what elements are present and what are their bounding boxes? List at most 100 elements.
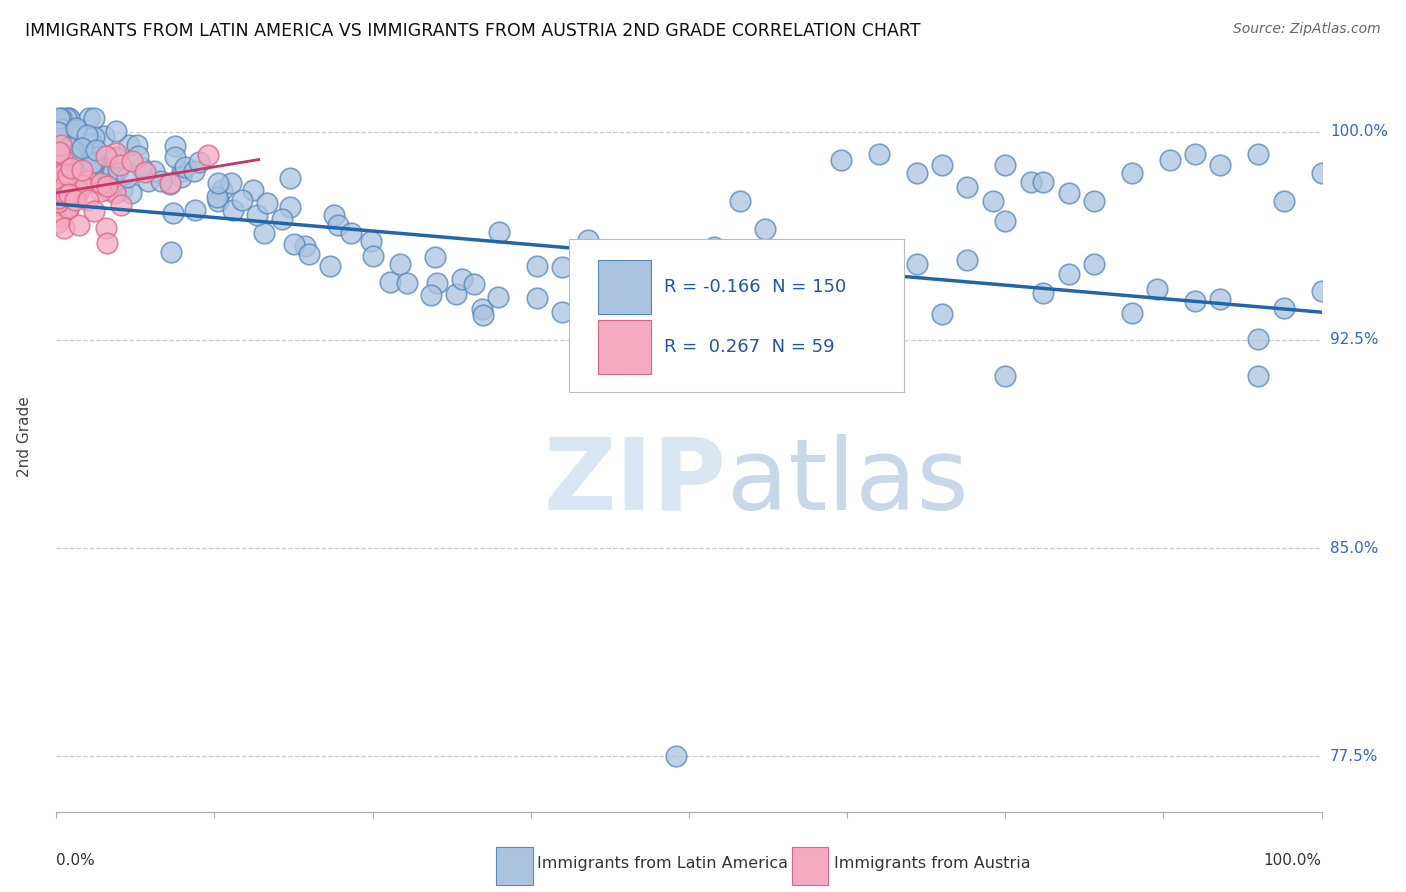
Point bbox=[174, 160, 197, 174]
Point bbox=[103, 175, 125, 189]
Point bbox=[79, 111, 101, 125]
Point bbox=[1272, 194, 1295, 209]
Point bbox=[165, 150, 187, 164]
Text: IMMIGRANTS FROM LATIN AMERICA VS IMMIGRANTS FROM AUSTRIA 2ND GRADE CORRELATION C: IMMIGRANTS FROM LATIN AMERICA VS IMMIGRA… bbox=[25, 22, 921, 40]
Point bbox=[471, 301, 494, 316]
Point bbox=[52, 172, 75, 186]
Point bbox=[804, 262, 827, 277]
Point bbox=[59, 149, 82, 163]
Point bbox=[97, 183, 120, 197]
Point bbox=[83, 111, 105, 125]
Point bbox=[1032, 175, 1054, 189]
Point bbox=[486, 290, 509, 304]
Point bbox=[205, 190, 228, 204]
Point bbox=[1310, 166, 1333, 180]
Point bbox=[905, 166, 928, 180]
Point bbox=[76, 128, 98, 142]
Point bbox=[56, 202, 79, 217]
Point bbox=[90, 184, 112, 198]
Point bbox=[121, 154, 143, 169]
Point bbox=[53, 178, 76, 192]
Point bbox=[49, 111, 72, 125]
Point bbox=[45, 172, 67, 186]
Point bbox=[108, 158, 131, 172]
Point bbox=[45, 198, 67, 212]
Point bbox=[207, 176, 229, 190]
Point bbox=[1146, 282, 1168, 296]
Point bbox=[138, 174, 160, 188]
Point bbox=[83, 130, 105, 145]
Point bbox=[49, 128, 72, 142]
Point bbox=[169, 169, 191, 184]
Point bbox=[728, 194, 751, 208]
Point bbox=[51, 151, 73, 165]
FancyBboxPatch shape bbox=[598, 260, 651, 314]
Point bbox=[931, 307, 953, 321]
Point bbox=[576, 233, 599, 247]
Point bbox=[589, 319, 612, 334]
Point bbox=[271, 212, 294, 227]
Text: ZIP: ZIP bbox=[543, 434, 727, 531]
Text: atlas: atlas bbox=[727, 434, 969, 531]
Point bbox=[56, 168, 79, 182]
Point bbox=[472, 308, 495, 322]
Point bbox=[105, 124, 128, 138]
Point bbox=[1032, 285, 1054, 300]
Point bbox=[104, 186, 127, 200]
Point bbox=[55, 170, 77, 185]
Point bbox=[58, 111, 80, 125]
Point bbox=[389, 257, 412, 271]
Point bbox=[48, 111, 70, 125]
Point bbox=[79, 175, 101, 189]
Point bbox=[48, 195, 70, 210]
Point bbox=[779, 267, 801, 281]
Point bbox=[703, 333, 725, 347]
Text: 0.0%: 0.0% bbox=[56, 853, 96, 868]
Point bbox=[1019, 175, 1042, 189]
Point bbox=[65, 121, 87, 136]
Point bbox=[107, 161, 129, 176]
Point bbox=[252, 226, 274, 240]
Point bbox=[46, 195, 69, 210]
FancyBboxPatch shape bbox=[598, 320, 651, 374]
Point bbox=[1083, 257, 1105, 271]
Point bbox=[105, 150, 128, 164]
Point bbox=[426, 276, 449, 290]
Point bbox=[297, 247, 319, 261]
Point bbox=[55, 111, 77, 125]
Point bbox=[1310, 285, 1333, 299]
Point bbox=[90, 176, 111, 190]
Point bbox=[55, 188, 77, 202]
Point bbox=[551, 260, 574, 274]
Point bbox=[46, 176, 69, 190]
Point bbox=[1057, 267, 1080, 281]
Point bbox=[280, 171, 302, 186]
Point bbox=[1247, 332, 1270, 346]
Point bbox=[1121, 306, 1143, 320]
Point bbox=[665, 749, 688, 764]
Point bbox=[45, 120, 67, 135]
Point bbox=[395, 276, 418, 290]
Point bbox=[754, 222, 776, 236]
Point bbox=[96, 235, 118, 250]
Point bbox=[956, 253, 979, 268]
Point bbox=[855, 267, 877, 281]
Point bbox=[104, 152, 127, 166]
Point bbox=[84, 143, 107, 157]
Point bbox=[1272, 301, 1295, 315]
Point bbox=[45, 195, 67, 210]
Point bbox=[880, 280, 903, 294]
Point bbox=[1184, 147, 1206, 161]
Point bbox=[53, 180, 76, 194]
Point bbox=[65, 152, 87, 166]
Text: Source: ZipAtlas.com: Source: ZipAtlas.com bbox=[1233, 22, 1381, 37]
Point bbox=[46, 167, 69, 181]
Point bbox=[1159, 153, 1181, 167]
Point bbox=[46, 193, 69, 207]
Point bbox=[323, 208, 346, 222]
Point bbox=[65, 139, 87, 153]
Point bbox=[94, 148, 117, 162]
Point bbox=[488, 225, 510, 239]
Point bbox=[994, 214, 1017, 228]
Point bbox=[60, 161, 83, 175]
